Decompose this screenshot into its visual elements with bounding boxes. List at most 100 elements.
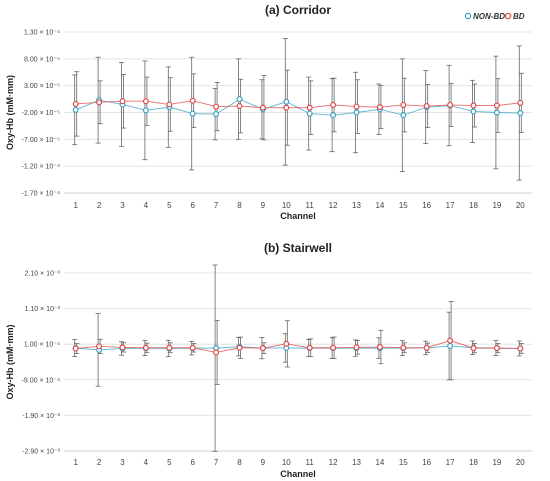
- data-point-bd: [353, 344, 360, 351]
- data-point-bd: [72, 345, 79, 352]
- x-tick-label: 14: [375, 458, 384, 467]
- data-point-bd: [189, 344, 196, 351]
- x-tick-label: 20: [516, 201, 525, 210]
- x-tick-label: 19: [492, 458, 501, 467]
- data-point-bd: [376, 344, 383, 351]
- x-tick-label: 12: [329, 201, 338, 210]
- data-point-non-bd: [236, 96, 243, 103]
- y-tick-label: -2.90 × 10⁻³: [22, 449, 60, 456]
- x-tick-label: 1: [73, 458, 78, 467]
- x-tick-label: 5: [167, 458, 172, 467]
- chart-title: (a) Corridor: [265, 3, 331, 17]
- x-tick-label: 6: [190, 458, 195, 467]
- data-point-non-bd: [306, 110, 313, 117]
- data-point-bd: [119, 344, 126, 351]
- data-point-bd: [376, 104, 383, 111]
- data-point-non-bd: [493, 109, 500, 116]
- chart-title: (b) Stairwell: [264, 241, 332, 255]
- data-point-bd: [447, 337, 454, 344]
- data-point-bd: [96, 99, 103, 106]
- x-tick-label: 16: [422, 458, 431, 467]
- data-point-bd: [493, 102, 500, 109]
- x-tick-label: 7: [214, 201, 219, 210]
- x-tick-label: 17: [446, 201, 455, 210]
- data-point-bd: [142, 344, 149, 351]
- y-tick-label: -2.00 × 10⁻⁵: [22, 110, 60, 117]
- x-tick-label: 18: [469, 201, 478, 210]
- data-point-bd: [330, 344, 337, 351]
- data-point-bd: [400, 101, 407, 108]
- x-tick-label: 3: [120, 458, 125, 467]
- series-line-bd: [75, 340, 521, 353]
- data-point-bd: [306, 344, 313, 351]
- data-point-bd: [470, 345, 477, 352]
- x-tick-label: 1: [73, 201, 78, 210]
- y-tick-label: -1.70 × 10⁻⁴: [22, 191, 60, 198]
- x-axis-label: Channel: [280, 469, 316, 479]
- y-tick-label: -9.00 × 10⁻⁴: [22, 377, 60, 384]
- data-point-bd: [400, 344, 407, 351]
- data-point-bd: [72, 100, 79, 107]
- x-tick-label: 8: [237, 201, 242, 210]
- x-tick-label: 7: [214, 458, 219, 467]
- x-tick-label: 3: [120, 201, 125, 210]
- y-tick-label: 2.10 × 10⁻³: [25, 271, 61, 278]
- x-tick-label: 9: [261, 458, 266, 467]
- y-tick-label: 1.10 × 10⁻³: [25, 306, 61, 313]
- y-tick-label: -7.00 × 10⁻⁵: [22, 137, 60, 144]
- x-tick-label: 20: [516, 458, 525, 467]
- x-tick-label: 13: [352, 201, 361, 210]
- data-point-non-bd: [213, 111, 220, 118]
- data-point-bd: [142, 98, 149, 105]
- x-tick-label: 12: [329, 458, 338, 467]
- y-axis-label: Oxy-Hb (mM·mm): [5, 324, 15, 399]
- x-axis-label: Channel: [280, 211, 316, 221]
- data-point-bd: [119, 98, 126, 105]
- x-tick-label: 15: [399, 201, 408, 210]
- data-point-bd: [517, 345, 524, 352]
- data-point-non-bd: [283, 98, 290, 105]
- x-tick-label: 4: [144, 201, 149, 210]
- data-point-non-bd: [400, 112, 407, 119]
- x-tick-label: 18: [469, 458, 478, 467]
- y-axis-label: Oxy-Hb (mM·mm): [5, 75, 15, 150]
- x-tick-label: 2: [97, 458, 102, 467]
- x-tick-label: 15: [399, 458, 408, 467]
- x-tick-label: 5: [167, 201, 172, 210]
- data-point-non-bd: [470, 108, 477, 115]
- data-point-bd: [213, 103, 220, 110]
- data-point-non-bd: [330, 112, 337, 119]
- data-point-bd: [493, 345, 500, 352]
- y-tick-label: -1.90 × 10⁻³: [22, 413, 60, 420]
- data-point-bd: [166, 101, 173, 108]
- x-tick-label: 19: [492, 201, 501, 210]
- data-point-non-bd: [72, 106, 79, 113]
- data-point-bd: [423, 344, 430, 351]
- data-point-bd: [306, 104, 313, 111]
- legend-label: NON-BD: [473, 12, 505, 21]
- x-tick-label: 4: [144, 458, 149, 467]
- x-tick-label: 10: [282, 458, 291, 467]
- x-tick-label: 11: [306, 458, 315, 467]
- y-tick-label: 8.00 × 10⁻⁵: [24, 56, 60, 63]
- data-point-non-bd: [353, 109, 360, 116]
- data-point-non-bd: [189, 110, 196, 117]
- data-point-bd: [353, 103, 360, 110]
- data-point-bd: [447, 101, 454, 108]
- data-point-bd: [166, 344, 173, 351]
- series-line-bd: [75, 100, 521, 109]
- legend-marker: [504, 12, 512, 20]
- data-point-bd: [189, 97, 196, 104]
- x-tick-label: 13: [352, 458, 361, 467]
- data-point-bd: [283, 104, 290, 111]
- data-point-bd: [517, 99, 524, 106]
- y-tick-label: 1.00 × 10⁻⁴: [24, 342, 60, 349]
- x-tick-label: 6: [190, 201, 195, 210]
- data-point-bd: [236, 103, 243, 110]
- data-point-bd: [259, 104, 266, 111]
- data-point-non-bd: [517, 110, 524, 117]
- x-tick-label: 11: [306, 201, 315, 210]
- data-point-bd: [330, 101, 337, 108]
